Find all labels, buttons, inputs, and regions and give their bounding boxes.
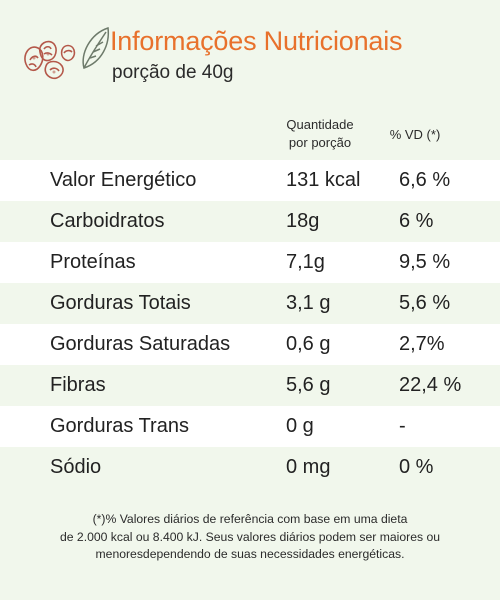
nuts-icon bbox=[24, 40, 76, 80]
nutrient-row-carbs: Carboidratos 18g 6 % bbox=[0, 201, 500, 242]
nutrient-name: Fibras bbox=[50, 374, 106, 396]
nutrient-row-trans-fat: Gorduras Trans 0 g - bbox=[0, 406, 500, 447]
nutrient-quantity: 0 mg bbox=[286, 456, 331, 478]
nutrient-daily-value: 9,5 % bbox=[399, 251, 451, 273]
quantity-header-line1: Quantidade bbox=[286, 117, 354, 132]
nutrient-name: Gorduras Totais bbox=[50, 292, 191, 314]
nutrient-row-protein: Proteínas 7,1g 9,5 % bbox=[0, 242, 500, 283]
nutrient-row-energy: Valor Energético 131 kcal 6,6 % bbox=[0, 160, 500, 201]
footnote-line2: de 2.000 kcal ou 8.400 kJ. Seus valores … bbox=[59, 529, 441, 544]
nutrient-quantity: 0,6 g bbox=[286, 333, 331, 355]
serving-size: porção de 40g bbox=[112, 62, 234, 83]
nuts-leaf-logo bbox=[18, 26, 110, 86]
nutrient-name: Gorduras Trans bbox=[50, 415, 189, 437]
footnote-line3: menoresdependendo de suas necessidades e… bbox=[95, 547, 405, 561]
daily-value-column-header: % VD (*) bbox=[389, 127, 441, 142]
nutrient-quantity: 3,1 g bbox=[286, 292, 331, 314]
nutrient-daily-value: 6,6 % bbox=[399, 169, 451, 191]
footnote: (*)% Valores diários de referência com b… bbox=[20, 511, 480, 564]
nutrient-daily-value: 22,4 % bbox=[399, 374, 462, 396]
footnote-line1: (*)% Valores diários de referência com b… bbox=[92, 512, 408, 526]
quantity-header-line2: por porção bbox=[288, 135, 352, 150]
nutrition-table: Valor Energético 131 kcal 6,6 % Carboidr… bbox=[0, 160, 500, 488]
nutrient-daily-value: 0 % bbox=[399, 456, 434, 478]
nutrient-name: Carboidratos bbox=[50, 210, 165, 232]
nutrient-name: Proteínas bbox=[50, 251, 136, 273]
nutrient-daily-value: 5,6 % bbox=[399, 292, 451, 314]
leaf-icon bbox=[82, 26, 110, 69]
nutrient-quantity: 7,1g bbox=[286, 251, 325, 273]
nutrient-quantity: 18g bbox=[286, 210, 320, 232]
nutrient-daily-value: - bbox=[399, 415, 406, 437]
nutrient-row-saturated-fat: Gorduras Saturadas 0,6 g 2,7% bbox=[0, 324, 500, 365]
nutrient-quantity: 131 kcal bbox=[286, 169, 361, 191]
page-title: Informações Nutricionais bbox=[110, 26, 403, 56]
nutrient-row-total-fat: Gorduras Totais 3,1 g 5,6 % bbox=[0, 283, 500, 324]
nutrient-name: Valor Energético bbox=[50, 169, 197, 191]
nutrient-daily-value: 2,7% bbox=[399, 333, 445, 355]
quantity-column-header: Quantidade por porção bbox=[270, 116, 370, 152]
nutrient-name: Gorduras Saturadas bbox=[50, 333, 231, 355]
nutrient-daily-value: 6 % bbox=[399, 210, 434, 232]
nutrient-quantity: 0 g bbox=[286, 415, 314, 437]
nutrient-row-fiber: Fibras 5,6 g 22,4 % bbox=[0, 365, 500, 406]
nutrient-row-sodium: Sódio 0 mg 0 % bbox=[0, 447, 500, 488]
nutrient-quantity: 5,6 g bbox=[286, 374, 331, 396]
nutrient-name: Sódio bbox=[50, 456, 102, 478]
